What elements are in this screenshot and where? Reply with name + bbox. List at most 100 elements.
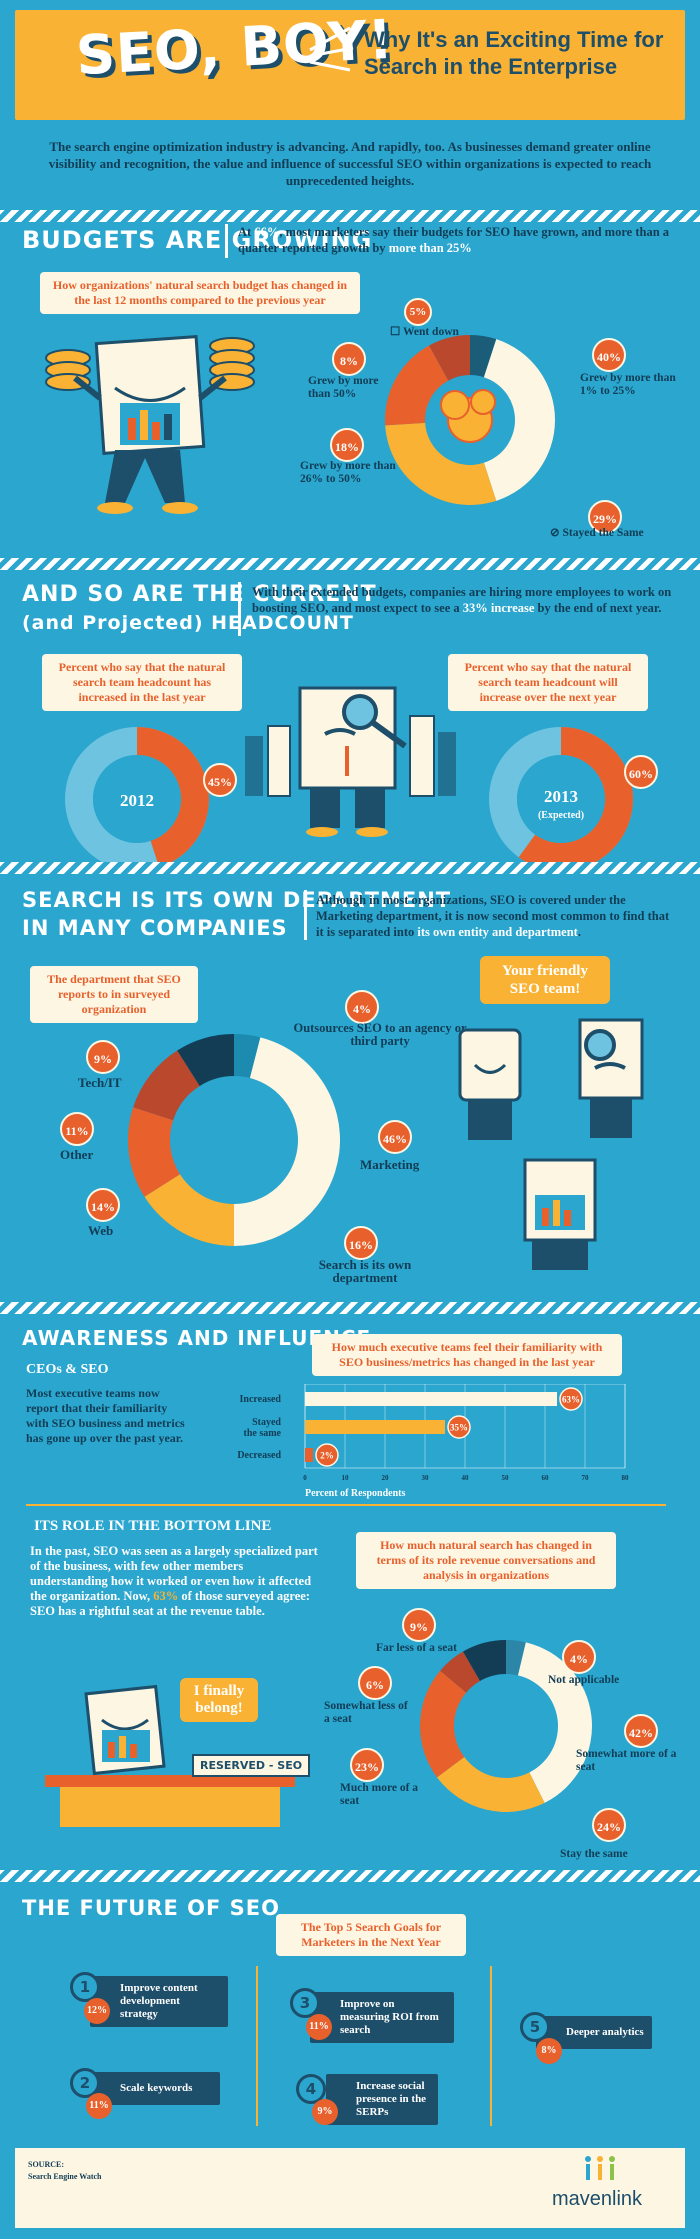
pct-other: 11% — [60, 1112, 94, 1146]
seo-mascot-icon — [45, 335, 255, 514]
pct-marketing: 46% — [378, 1120, 412, 1154]
pct-much-more: 23% — [350, 1748, 384, 1782]
label-own: Search is its own department — [318, 1257, 412, 1285]
future-card: The Top 5 Search Goals for Marketers in … — [276, 1914, 466, 1956]
bar-value-label: 2% — [320, 1451, 334, 1461]
label-somewhat-less: Somewhat less of a seat — [324, 1700, 408, 1725]
budget-slice-4 — [429, 335, 470, 381]
pct-somewhat-less: 6% — [358, 1666, 392, 1700]
budgets-desc: At 66%, most marketers say their budgets… — [238, 225, 670, 255]
label-outsource: Outsources SEO to an agency or third par… — [293, 1021, 467, 1048]
budgets-card: How organizations' natural search budget… — [40, 272, 360, 314]
divider — [0, 558, 700, 570]
goal-1-pct: 12% — [84, 1998, 110, 2024]
revenue-slice-2 — [437, 1757, 545, 1812]
goal-3-number: 3 — [290, 1988, 320, 2018]
pct-outsource: 4% — [345, 990, 379, 1024]
reserved-sign: RESERVED - SEO — [192, 1754, 311, 1777]
goal-5-pct: 8% — [536, 2038, 562, 2064]
awareness-card: How much executive teams feel their fami… — [312, 1334, 622, 1376]
bar-category-label: Increased — [240, 1394, 282, 1405]
department-slice-5 — [177, 1034, 234, 1086]
budget-slice-3 — [385, 345, 449, 426]
goal-3-pct: 11% — [306, 2014, 332, 2040]
mavenlink-logo-icon — [585, 2156, 615, 2180]
intro-text: The search engine optimization industry … — [48, 139, 652, 188]
label-marketing: Marketing — [360, 1157, 420, 1172]
revenue-slice-0 — [506, 1640, 526, 1676]
awareness-text: Most executive teams now report that the… — [26, 1386, 185, 1445]
pct-stay: 24% — [592, 1808, 626, 1842]
revenue-slice-5 — [463, 1640, 506, 1681]
bottomline-text: In the past, SEO was seen as a largely s… — [30, 1544, 318, 1618]
belong-speech-bubble: I finally belong! — [180, 1678, 258, 1722]
pct-own: 16% — [344, 1226, 378, 1260]
team-speech-bubble: Your friendly SEO team! — [480, 956, 610, 1004]
goal-4: Increase social presence in the SERPs — [326, 2074, 438, 2125]
headcount-card-left: Percent who say that the natural search … — [42, 654, 242, 711]
headcount-title-1: AND SO ARE THE CURRENT — [22, 582, 377, 607]
revenue-donut — [420, 1640, 592, 1812]
bar-value-label: 35% — [450, 1423, 468, 1433]
main-subtitle: Why It's an Exciting Time for Search in … — [364, 27, 664, 79]
bar-tick-label: 50 — [502, 1474, 510, 1482]
revenue-slice-1 — [517, 1642, 592, 1803]
department-slice-2 — [144, 1174, 234, 1246]
pct-tech: 9% — [86, 1040, 120, 1074]
source-name: Search Engine Watch — [28, 2172, 102, 2181]
label-somewhat-more: Somewhat more of a seat — [576, 1748, 677, 1773]
bar-value-badge — [447, 1415, 471, 1439]
department-donut — [128, 1034, 341, 1246]
pie-2012-label: 2012 — [120, 791, 154, 810]
label-na: Not applicable — [548, 1674, 620, 1686]
brand-name: mavenlink — [552, 2188, 643, 2210]
bar-axis-label: Percent of Respondents — [305, 1488, 405, 1499]
label-much-more: Much more of a seat — [340, 1782, 419, 1807]
label-other: Other — [60, 1147, 94, 1162]
divider — [0, 210, 700, 222]
pct-grew-1: 40% — [592, 338, 626, 372]
bar-category-label: Decreased — [237, 1450, 281, 1461]
label-web: Web — [88, 1223, 114, 1238]
title-divider — [225, 224, 228, 258]
bar-0 — [305, 1392, 557, 1406]
pct-grew-50: 8% — [332, 342, 366, 376]
bar-tick-label: 70 — [582, 1474, 590, 1482]
department-title-2: IN MANY COMPANIES — [22, 916, 288, 940]
pct-far-less: 9% — [402, 1608, 436, 1642]
divider — [0, 862, 700, 874]
divider — [0, 1302, 700, 1314]
department-slice-3 — [128, 1107, 180, 1197]
bar-value-label: 63% — [562, 1395, 580, 1405]
seo-desk-mascot-icon — [45, 1684, 295, 1827]
bar-value-badge — [559, 1387, 583, 1411]
seo-team-group-icon — [458, 1018, 644, 1270]
label-went-down: ☐ Went down — [390, 326, 459, 338]
headcount-title-2: (and Projected) HEADCOUNT — [22, 612, 354, 634]
bottomline-title: ITS ROLE IN THE BOTTOM LINE — [34, 1518, 272, 1534]
department-donut-chart — [128, 1034, 341, 1246]
label-grew-26: Grew by more than 26% to 50% — [300, 460, 396, 485]
bar-value-badge — [315, 1443, 339, 1467]
goal-4-pct: 9% — [312, 2099, 338, 2125]
pie-2012-chart: 2012 — [65, 727, 210, 871]
bottomline-card: How much natural search has changed in t… — [356, 1532, 616, 1589]
familiarity-bar-chart: 0 10 20 30 40 50 60 70 80 Percent of Respondents I… — [237, 1384, 629, 1499]
department-slice-0 — [234, 1034, 261, 1079]
bar-tick-label: 40 — [462, 1474, 470, 1482]
budget-slice-0 — [470, 335, 497, 378]
budget-slice-1 — [483, 339, 555, 501]
burst-lines-icon — [309, 26, 354, 72]
bar-tick-label: 0 — [303, 1474, 307, 1482]
goal-3: Improve on measuring ROI from search — [310, 1992, 454, 2043]
department-slice-1 — [234, 1037, 341, 1246]
pct-2013: 60% — [624, 755, 658, 789]
future-title: THE FUTURE OF SEO — [22, 1896, 280, 1920]
pct-went-down: 5% — [404, 298, 432, 326]
familiarity-bars: 0 10 20 30 40 50 60 70 80 Percent of Respondents I… — [237, 1384, 629, 1499]
pie-2013-slice — [518, 727, 633, 871]
goal-1: Improve content development strategy — [90, 1976, 228, 2027]
pct-same: 29% — [588, 500, 622, 534]
revenue-slice-4 — [440, 1651, 480, 1693]
bar-tick-label: 60 — [542, 1474, 550, 1482]
